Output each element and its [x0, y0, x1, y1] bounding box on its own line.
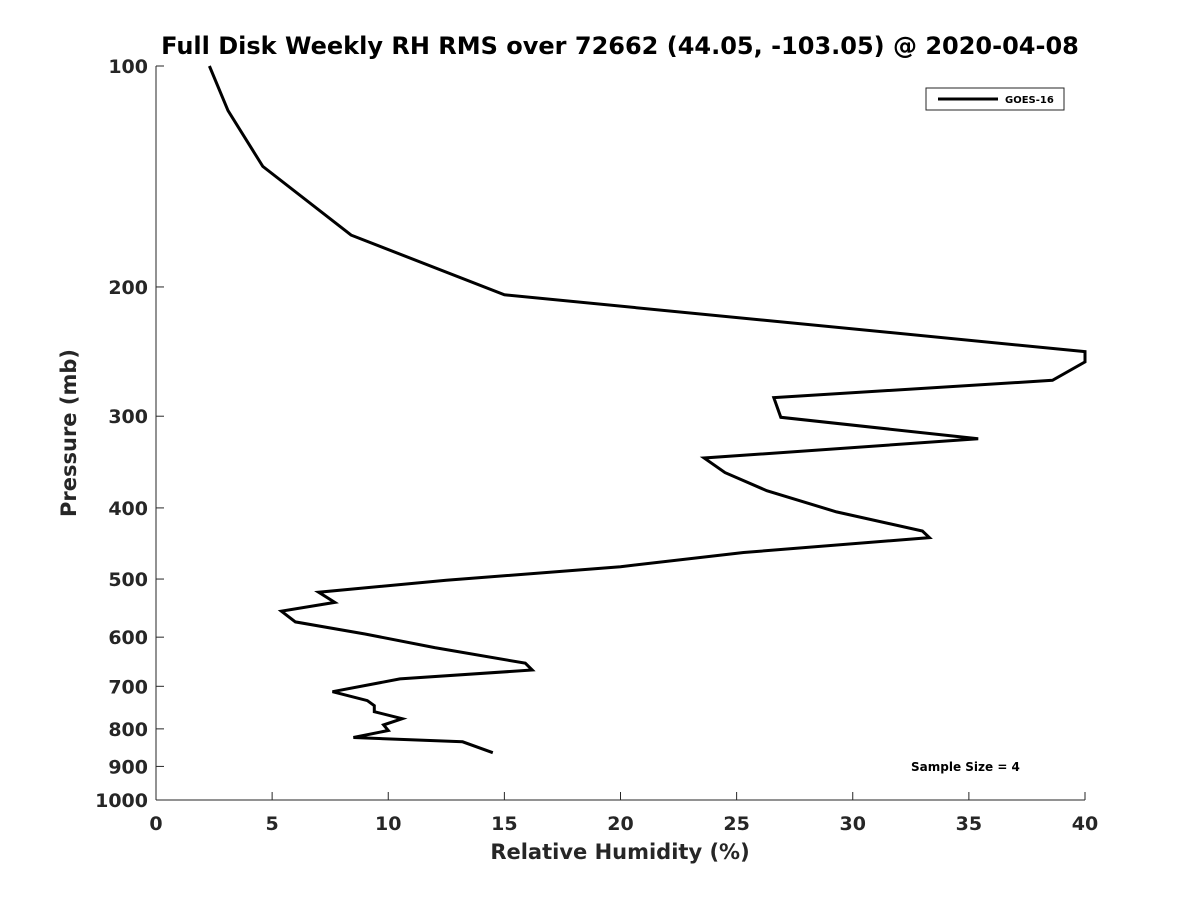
- x-tick-label: 35: [956, 813, 982, 835]
- axes: [155, 66, 1085, 801]
- y-tick-label: 100: [108, 56, 148, 78]
- y-tick-label: 800: [108, 719, 148, 741]
- x-axis-ticks: 0 5 10 15 20 25 30 35 40: [149, 792, 1098, 835]
- y-tick-label: 200: [108, 277, 148, 299]
- x-tick-label: 15: [491, 813, 517, 835]
- y-axis-ticks: 100 200 300 400 500 600 700 800 900 1000: [95, 56, 164, 812]
- x-tick-label: 0: [149, 813, 162, 835]
- x-tick-label: 20: [607, 813, 633, 835]
- x-tick-label: 25: [723, 813, 749, 835]
- y-tick-label: 700: [108, 676, 148, 698]
- series-line-goes16: [208, 65, 1087, 755]
- y-tick-label: 900: [108, 756, 148, 778]
- chart-title: Full Disk Weekly RH RMS over 72662 (44.0…: [161, 32, 1079, 60]
- y-tick-label: 1000: [95, 790, 148, 812]
- y-tick-label: 600: [108, 627, 148, 649]
- x-tick-label: 30: [840, 813, 866, 835]
- legend-label-goes16: GOES-16: [1005, 95, 1054, 106]
- y-tick-label: 300: [108, 406, 148, 428]
- x-tick-label: 40: [1072, 813, 1098, 835]
- sample-size-annotation: Sample Size = 4: [911, 760, 1020, 774]
- series-layer: [208, 65, 1087, 755]
- y-axis-label: Pressure (mb): [57, 349, 81, 517]
- y-tick-label: 400: [108, 498, 148, 520]
- x-tick-label: 5: [266, 813, 279, 835]
- y-tick-label: 500: [108, 569, 148, 591]
- x-tick-label: 10: [375, 813, 401, 835]
- x-axis-label: Relative Humidity (%): [490, 840, 749, 864]
- legend: GOES-16: [925, 87, 1065, 111]
